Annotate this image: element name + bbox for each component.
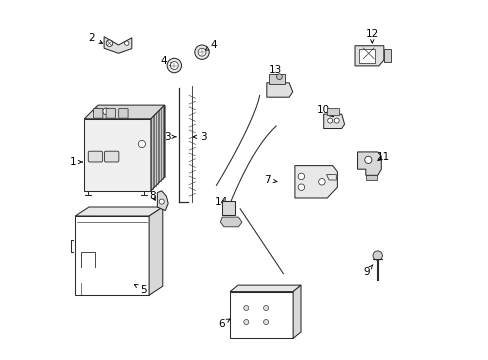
Text: 1: 1 <box>70 157 82 167</box>
Polygon shape <box>266 83 292 97</box>
Text: 2: 2 <box>88 33 102 43</box>
Polygon shape <box>149 207 163 295</box>
Polygon shape <box>75 216 149 295</box>
Polygon shape <box>75 207 163 216</box>
FancyBboxPatch shape <box>88 151 102 162</box>
Circle shape <box>333 118 339 123</box>
Circle shape <box>159 199 164 204</box>
Circle shape <box>263 305 268 310</box>
Polygon shape <box>104 37 132 53</box>
Circle shape <box>124 41 129 45</box>
Polygon shape <box>220 217 242 227</box>
Circle shape <box>138 140 145 148</box>
Polygon shape <box>151 105 164 191</box>
Polygon shape <box>365 175 376 180</box>
Circle shape <box>106 40 113 46</box>
FancyBboxPatch shape <box>119 108 128 118</box>
FancyBboxPatch shape <box>326 108 338 115</box>
Polygon shape <box>230 292 292 338</box>
Text: 6: 6 <box>217 319 229 329</box>
Circle shape <box>167 58 181 73</box>
Polygon shape <box>84 119 151 191</box>
Text: 3: 3 <box>163 132 176 142</box>
Polygon shape <box>230 285 301 292</box>
Text: 7: 7 <box>264 175 276 185</box>
Text: 4: 4 <box>160 56 173 66</box>
Circle shape <box>276 74 282 80</box>
Circle shape <box>94 108 100 114</box>
Circle shape <box>170 62 178 69</box>
Circle shape <box>244 305 248 310</box>
Circle shape <box>298 173 304 180</box>
Polygon shape <box>157 191 168 211</box>
Text: 12: 12 <box>365 29 378 43</box>
Text: 4: 4 <box>204 40 217 50</box>
Text: 9: 9 <box>363 265 372 277</box>
Circle shape <box>244 320 248 325</box>
Circle shape <box>298 184 304 190</box>
Circle shape <box>364 156 371 163</box>
Text: 13: 13 <box>268 65 281 79</box>
Text: 8: 8 <box>149 191 156 201</box>
FancyBboxPatch shape <box>106 108 115 118</box>
Polygon shape <box>323 114 344 129</box>
Circle shape <box>102 108 109 114</box>
Circle shape <box>198 48 205 56</box>
FancyBboxPatch shape <box>222 201 235 215</box>
Circle shape <box>372 251 382 260</box>
Circle shape <box>318 179 325 185</box>
Circle shape <box>263 320 268 325</box>
Polygon shape <box>294 166 337 198</box>
FancyBboxPatch shape <box>268 74 284 84</box>
Text: 14: 14 <box>214 197 227 207</box>
Text: 3: 3 <box>193 132 206 142</box>
Text: 5: 5 <box>134 284 147 295</box>
Text: 10: 10 <box>317 105 332 117</box>
Polygon shape <box>383 49 390 62</box>
Polygon shape <box>292 285 301 338</box>
Circle shape <box>327 118 332 123</box>
FancyBboxPatch shape <box>358 49 374 63</box>
Polygon shape <box>84 105 164 119</box>
Circle shape <box>194 45 209 59</box>
Polygon shape <box>354 46 383 66</box>
Text: 11: 11 <box>376 152 389 162</box>
FancyBboxPatch shape <box>104 151 119 162</box>
FancyBboxPatch shape <box>93 108 102 118</box>
Polygon shape <box>357 152 381 175</box>
